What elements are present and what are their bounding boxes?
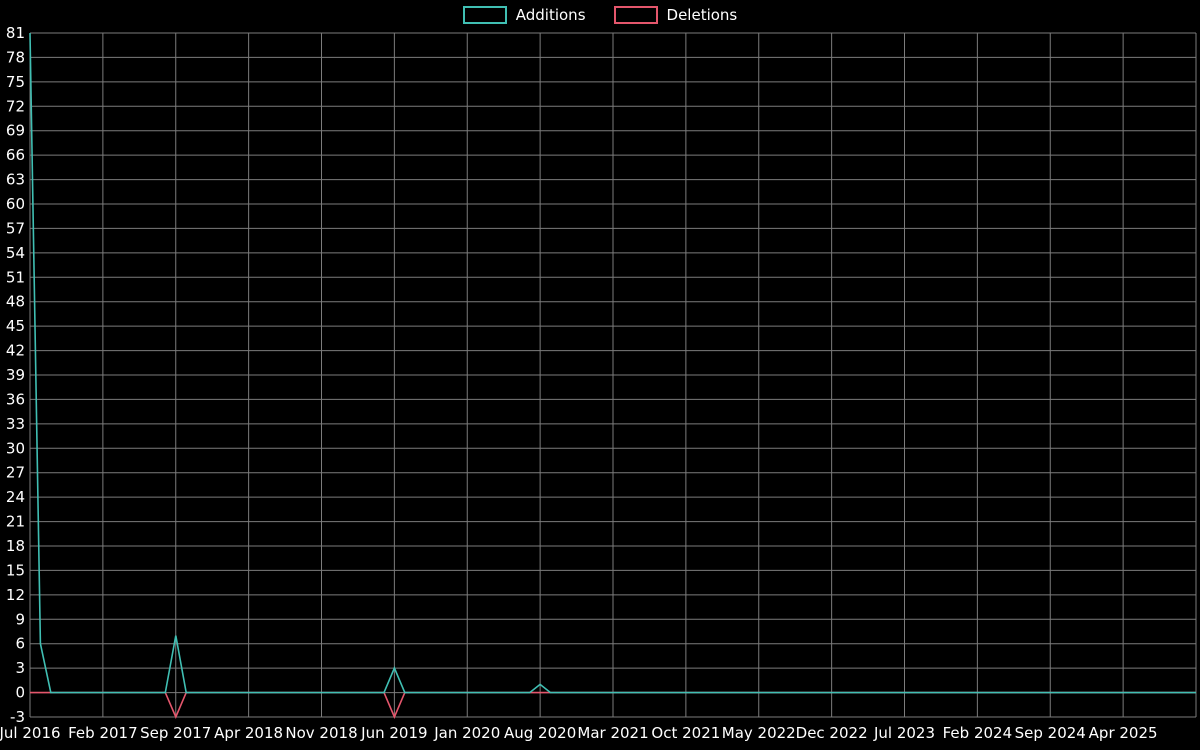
svg-text:60: 60 bbox=[6, 195, 25, 213]
svg-text:24: 24 bbox=[6, 488, 25, 506]
svg-text:15: 15 bbox=[6, 561, 25, 579]
svg-text:0: 0 bbox=[15, 684, 25, 702]
svg-text:30: 30 bbox=[6, 439, 25, 457]
additions-swatch-icon bbox=[462, 6, 507, 24]
svg-text:51: 51 bbox=[6, 268, 25, 286]
svg-text:9: 9 bbox=[15, 610, 25, 628]
svg-text:33: 33 bbox=[6, 415, 25, 433]
svg-text:42: 42 bbox=[6, 342, 25, 360]
svg-text:Sep 2017: Sep 2017 bbox=[140, 724, 211, 742]
svg-text:Jul 2023: Jul 2023 bbox=[873, 724, 935, 742]
svg-text:6: 6 bbox=[15, 635, 25, 653]
svg-text:-3: -3 bbox=[10, 708, 25, 726]
svg-text:78: 78 bbox=[6, 48, 25, 66]
svg-text:72: 72 bbox=[6, 97, 25, 115]
svg-text:54: 54 bbox=[6, 244, 25, 262]
svg-text:Feb 2024: Feb 2024 bbox=[943, 724, 1013, 742]
svg-text:Jun 2019: Jun 2019 bbox=[360, 724, 427, 742]
legend-item-additions[interactable]: Additions bbox=[462, 6, 586, 24]
deletions-swatch-icon bbox=[613, 6, 658, 24]
svg-text:39: 39 bbox=[6, 366, 25, 384]
svg-text:Oct 2021: Oct 2021 bbox=[651, 724, 720, 742]
svg-text:57: 57 bbox=[6, 219, 25, 237]
chart-legend: Additions Deletions bbox=[0, 6, 1200, 24]
svg-text:Nov 2018: Nov 2018 bbox=[285, 724, 357, 742]
svg-text:63: 63 bbox=[6, 171, 25, 189]
svg-text:May 2022: May 2022 bbox=[722, 724, 796, 742]
svg-text:69: 69 bbox=[6, 122, 25, 140]
svg-text:Jul 2016: Jul 2016 bbox=[0, 724, 61, 742]
svg-text:Apr 2018: Apr 2018 bbox=[214, 724, 283, 742]
svg-text:Dec 2022: Dec 2022 bbox=[796, 724, 868, 742]
svg-text:Sep 2024: Sep 2024 bbox=[1015, 724, 1086, 742]
svg-text:3: 3 bbox=[15, 659, 25, 677]
svg-text:45: 45 bbox=[6, 317, 25, 335]
svg-text:Jan 2020: Jan 2020 bbox=[433, 724, 500, 742]
svg-text:36: 36 bbox=[6, 390, 25, 408]
svg-text:Apr 2025: Apr 2025 bbox=[1089, 724, 1158, 742]
svg-text:27: 27 bbox=[6, 464, 25, 482]
svg-text:Aug 2020: Aug 2020 bbox=[504, 724, 576, 742]
legend-label-deletions: Deletions bbox=[666, 6, 738, 24]
svg-text:21: 21 bbox=[6, 513, 25, 531]
svg-text:66: 66 bbox=[6, 146, 25, 164]
svg-text:Mar 2021: Mar 2021 bbox=[577, 724, 648, 742]
legend-item-deletions[interactable]: Deletions bbox=[613, 6, 738, 24]
svg-text:81: 81 bbox=[6, 24, 25, 42]
svg-text:18: 18 bbox=[6, 537, 25, 555]
svg-text:12: 12 bbox=[6, 586, 25, 604]
svg-text:Feb 2017: Feb 2017 bbox=[68, 724, 138, 742]
svg-text:75: 75 bbox=[6, 73, 25, 91]
svg-text:48: 48 bbox=[6, 293, 25, 311]
legend-label-additions: Additions bbox=[515, 6, 586, 24]
